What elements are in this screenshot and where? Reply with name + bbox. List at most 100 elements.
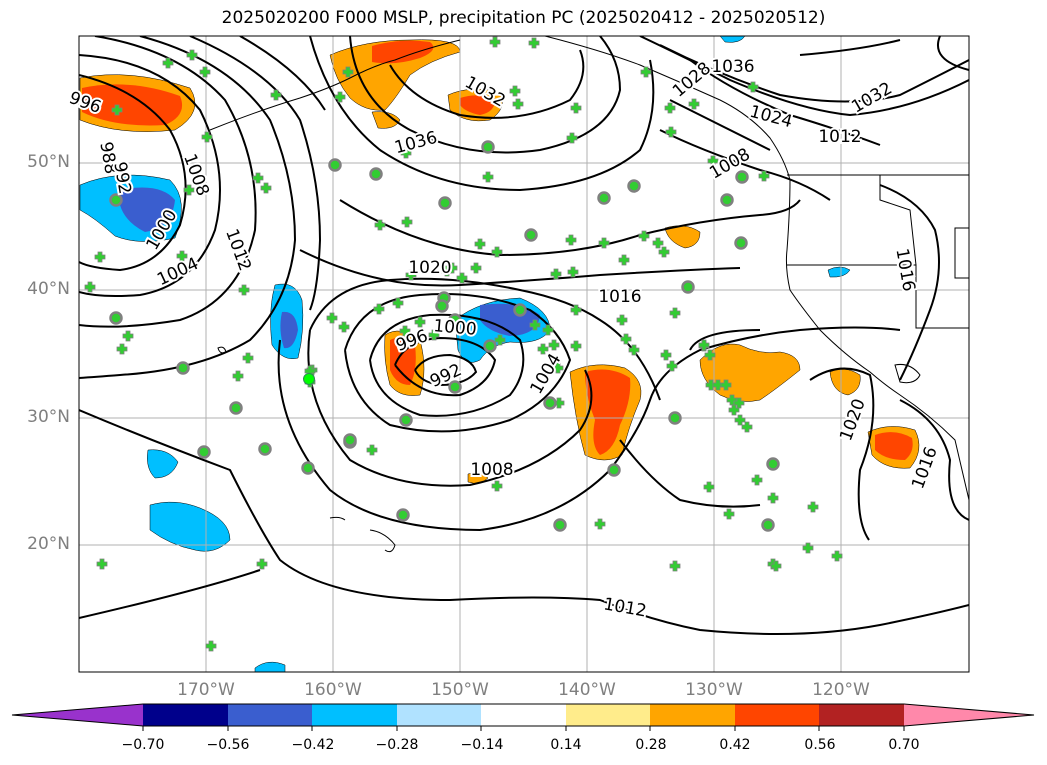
station-cross-marker [474, 238, 486, 250]
station-cross-marker [552, 362, 564, 374]
colorbar [11, 703, 1035, 731]
station-cross-marker [550, 268, 562, 280]
station-circle-marker [448, 380, 462, 394]
station-circle-marker [524, 228, 538, 242]
station-cross-marker [374, 219, 386, 231]
station-circle-marker [435, 299, 449, 313]
station-circle-marker [543, 396, 557, 410]
station-cross-marker [652, 237, 664, 249]
isobar-label: 1016 [598, 287, 641, 307]
station-cross-marker [122, 330, 134, 342]
lat-label: 50°N [27, 152, 70, 172]
station-cross-marker [186, 49, 198, 61]
station-cross-marker [326, 312, 338, 324]
lat-label: 40°N [27, 279, 70, 299]
colorbar-tick-label: 0.56 [804, 737, 836, 753]
station-circle-marker [438, 196, 452, 210]
station-circle-marker [597, 191, 611, 205]
station-circle-marker [720, 193, 734, 207]
isobar-label: 1024 [748, 102, 795, 133]
station-circle-marker [766, 457, 780, 471]
station-circle-marker [627, 179, 641, 193]
station-cross-marker [570, 102, 582, 114]
station-cross-marker [529, 319, 541, 331]
colorbar-tick-label: −0.28 [375, 737, 419, 753]
station-cross-marker [470, 262, 482, 274]
station-circle-marker [258, 442, 272, 456]
station-cross-marker [489, 36, 501, 48]
lat-label: 20°N [27, 534, 70, 554]
station-cross-marker [494, 334, 506, 346]
station-cross-marker [704, 349, 716, 361]
station-circle-marker [607, 463, 621, 477]
station-cross-marker [570, 340, 582, 352]
station-cross-marker [723, 508, 735, 520]
station-cross-marker [414, 316, 426, 328]
colorbar-tick-label: −0.42 [291, 737, 335, 753]
station-circle-marker [681, 280, 695, 294]
lon-label: 120°W [812, 680, 870, 700]
station-cross-marker [664, 102, 676, 114]
station-cross-marker [528, 37, 540, 49]
station-cross-marker [638, 230, 650, 242]
station-cross-marker [712, 379, 724, 391]
colorbar-swatch [650, 704, 735, 726]
station-cross-marker [456, 272, 468, 284]
colorbar-extension-max [904, 704, 1034, 726]
precip-shading [79, 36, 920, 672]
lon-label: 130°W [685, 680, 743, 700]
colorbar-swatch [228, 704, 312, 726]
station-cross-marker [565, 234, 577, 246]
station-cross-marker [428, 329, 440, 341]
station-cross-marker [342, 66, 354, 78]
station-cross-marker [698, 339, 710, 351]
colorbar-swatch [397, 704, 481, 726]
colorbar-swatch [481, 704, 566, 726]
station-cross-marker [111, 104, 123, 116]
isobar-label: 1012 [602, 594, 648, 621]
station-cross-marker [334, 91, 346, 103]
colorbar-swatch [566, 704, 650, 726]
station-cross-marker [162, 57, 174, 69]
station-cross-marker [658, 246, 670, 258]
station-circle-marker [668, 411, 682, 425]
station-cross-marker [482, 171, 494, 183]
plot-frame [78, 35, 970, 673]
station-circle-marker [513, 303, 527, 317]
station-circle-marker [109, 311, 123, 325]
colorbar-tick-label: −0.56 [206, 737, 250, 753]
station-cross-marker [548, 339, 560, 351]
coastlines [209, 36, 969, 553]
station-circle-marker [553, 518, 567, 532]
station-cross-marker [598, 237, 610, 249]
station-cross-marker [446, 262, 458, 274]
lon-label: 140°W [558, 680, 616, 700]
station-cross-marker [758, 170, 770, 182]
station-circle-marker [197, 445, 211, 459]
station-cross-marker [252, 172, 264, 184]
station-cross-marker [400, 147, 412, 159]
station-cross-marker [688, 98, 700, 110]
station-cross-marker [594, 518, 606, 530]
isobar-label: 1036 [711, 57, 754, 77]
station-cross-marker [703, 481, 715, 493]
station-cross-marker [751, 474, 763, 486]
station-cross-marker [734, 414, 746, 426]
station-cross-marker [618, 254, 630, 266]
station-cross-marker [96, 558, 108, 570]
station-circle-marker [481, 140, 495, 154]
station-cross-marker [567, 266, 579, 278]
colorbar-tick-label: 0.42 [719, 737, 751, 753]
station-circle-marker [328, 158, 342, 172]
colorbar-tick-label: 0.14 [550, 737, 582, 753]
station-cross-marker [720, 379, 732, 391]
station-cross-marker [770, 560, 782, 572]
station-cross-marker [405, 269, 417, 281]
station-circle-marker [343, 433, 357, 447]
map-title: 2025020200 F000 MSLP, precipitation PC (… [221, 8, 826, 28]
station-cross-marker [669, 307, 681, 319]
station-cross-marker [640, 66, 652, 78]
station-circle-marker [448, 313, 462, 327]
station-circle-marker [396, 508, 410, 522]
